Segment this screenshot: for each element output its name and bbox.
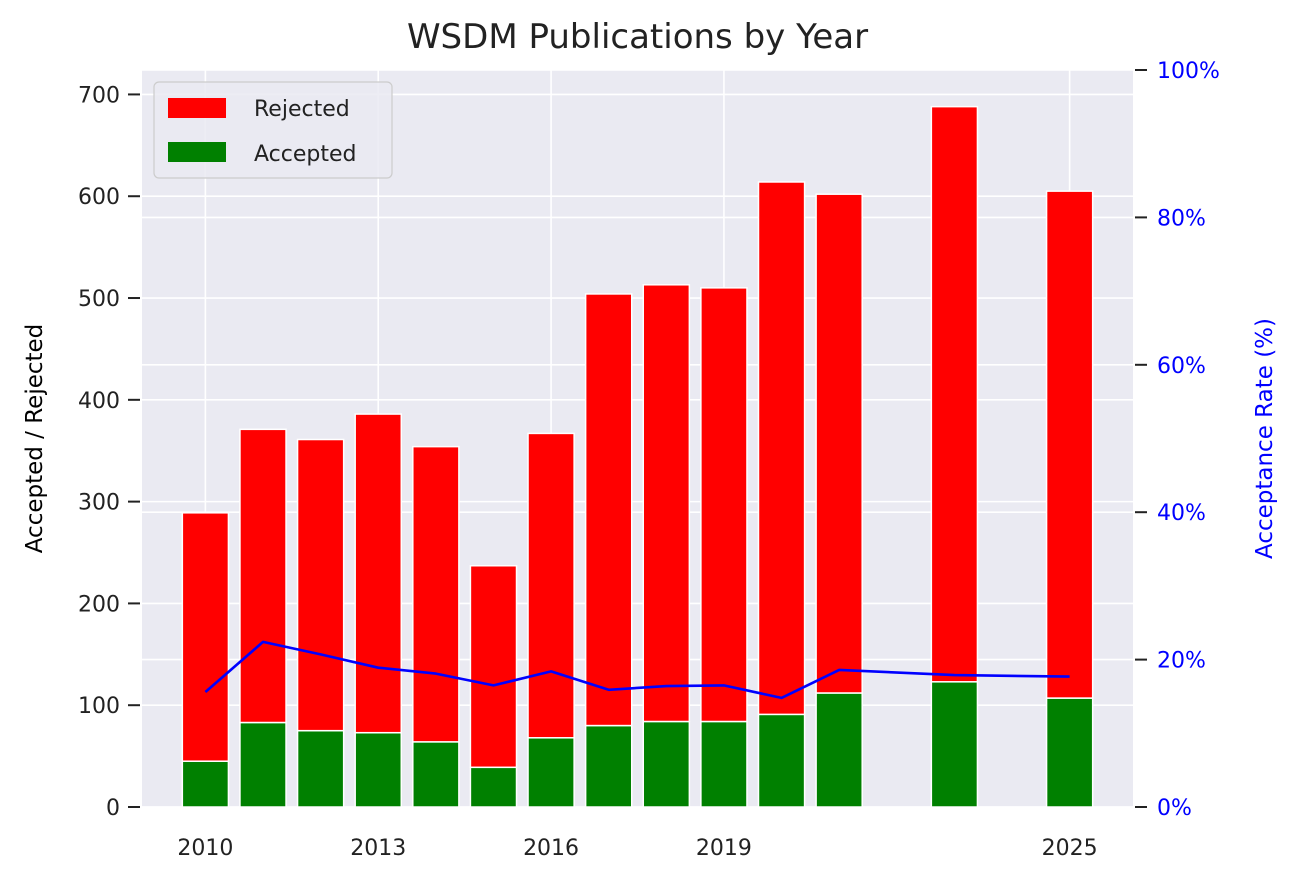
y-tick-label-right-1: 20% [1157, 649, 1206, 674]
bar-rejected-2025 [1045, 190, 1094, 699]
legend: Rejected Accepted [153, 81, 393, 179]
y-tick-label-left-600: 600 [78, 185, 120, 210]
bar-accepted-2015 [469, 766, 518, 808]
bar-accepted-2012 [296, 729, 345, 808]
bar-accepted-2025 [1045, 697, 1094, 808]
bar-accepted-2017 [584, 724, 633, 808]
legend-swatch-rejected [168, 98, 226, 118]
bar-rejected-2014 [412, 445, 460, 743]
bar-rejected-2020 [757, 181, 806, 716]
bar-rejected-2019 [700, 287, 748, 723]
bar-rejected-2016 [527, 432, 575, 739]
legend-label-accepted: Accepted [254, 142, 356, 167]
y-axis-label-right: Acceptance Rate (%) [1252, 318, 1278, 559]
right-axis: 0% 20% 40% 60% 80% 100% [1135, 59, 1220, 821]
y-tick-label-right-2: 40% [1157, 501, 1206, 526]
y-tick-label-left-700: 700 [78, 83, 120, 108]
y-tick-label-left-300: 300 [78, 491, 120, 516]
left-axis: 0 100 200 300 400 500 600 700 [78, 83, 140, 821]
y-tick-label-right-4: 80% [1157, 206, 1206, 231]
bar-rejected-2015 [469, 564, 518, 769]
bar-rejected-2012 [296, 438, 345, 732]
bar-accepted-2011 [239, 721, 287, 808]
legend-swatch-accepted [168, 142, 226, 162]
bar-rejected-2017 [584, 293, 633, 727]
y-axis-label-left: Accepted / Rejected [22, 324, 48, 554]
x-tick-label-2013: 2013 [350, 836, 406, 861]
bars-layer [181, 105, 1094, 808]
y-tick-label-right-5: 100% [1157, 59, 1220, 84]
bar-rejected-2013 [354, 413, 403, 734]
y-tick-label-left-0: 0 [106, 796, 120, 821]
bar-rejected-2018 [642, 284, 691, 723]
x-tick-label-2016: 2016 [523, 836, 579, 861]
bar-accepted-2023 [930, 681, 979, 808]
bar-rejected-2010 [181, 512, 230, 762]
bar-rejected-2011 [239, 428, 287, 724]
bar-accepted-2021 [815, 692, 863, 808]
bar-accepted-2019 [700, 720, 748, 808]
bar-accepted-2016 [527, 737, 575, 808]
chart-title: WSDM Publications by Year [407, 17, 868, 57]
y-tick-label-left-500: 500 [78, 287, 120, 312]
legend-label-rejected: Rejected [254, 97, 350, 122]
y-tick-label-right-0: 0% [1157, 796, 1192, 821]
y-tick-label-left-200: 200 [78, 592, 120, 617]
rate-line-layer [204, 640, 1070, 700]
plot-background [142, 70, 1133, 807]
y-tick-label-right-3: 60% [1157, 354, 1206, 379]
bar-rejected-2023 [930, 105, 979, 683]
acceptance-rate-line [204, 640, 1070, 700]
bar-accepted-2013 [354, 731, 403, 808]
x-axis: 2010 2013 2016 2019 2025 [177, 836, 1097, 861]
bar-accepted-2018 [642, 720, 691, 808]
x-tick-label-2025: 2025 [1042, 836, 1098, 861]
bar-rejected-2021 [815, 193, 863, 694]
y-tick-label-left-100: 100 [78, 694, 120, 719]
bar-accepted-2020 [757, 713, 806, 808]
bar-accepted-2010 [181, 760, 230, 808]
y-tick-label-left-400: 400 [78, 389, 120, 414]
bar-accepted-2014 [412, 741, 460, 808]
x-tick-label-2019: 2019 [696, 836, 752, 861]
x-tick-label-2010: 2010 [177, 836, 233, 861]
